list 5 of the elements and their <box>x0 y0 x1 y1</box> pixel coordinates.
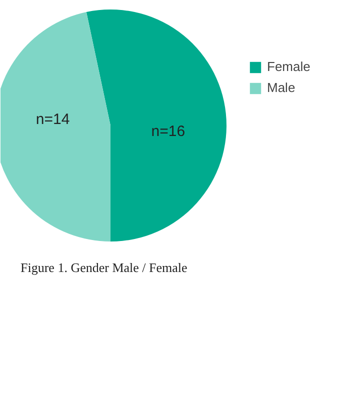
caption: Figure 1. Gender Male / Female <box>20 260 188 275</box>
legend-label: Female <box>267 59 310 74</box>
data-label: n=14 <box>36 110 70 128</box>
data-label: n=16 <box>151 123 186 140</box>
legend-label: Male <box>267 80 296 95</box>
